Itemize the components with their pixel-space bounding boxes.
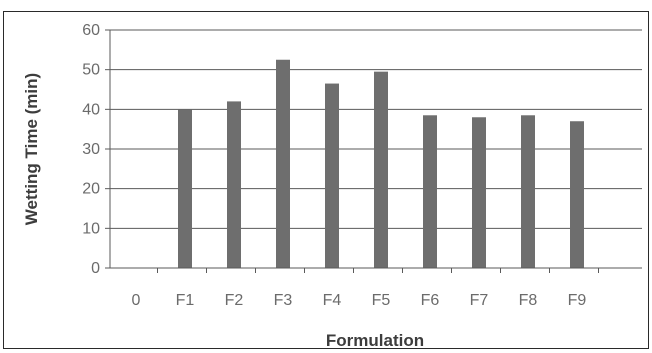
bar-F2 <box>227 101 241 269</box>
bar-F6 <box>423 115 437 269</box>
y-tick-label-20: 20 <box>82 181 100 198</box>
y-tick-label-30: 30 <box>82 141 100 158</box>
y-tick-label-0: 0 <box>91 260 100 277</box>
x-tick-label-0: 0 <box>132 292 141 309</box>
y-tick-label-50: 50 <box>82 62 100 79</box>
x-tick-label-F5: F5 <box>372 292 391 309</box>
bar-F5 <box>374 71 388 269</box>
y-tick-labels: 0 10 20 30 40 50 60 <box>82 22 100 277</box>
y-tick-label-40: 40 <box>82 101 100 118</box>
gridlines <box>110 29 642 229</box>
x-axis-title: Formulation <box>326 331 424 350</box>
bar-F7 <box>472 117 486 269</box>
bar-F8 <box>521 115 535 269</box>
bar-F3 <box>276 59 290 268</box>
x-tick-label-F6: F6 <box>421 292 440 309</box>
x-tick-label-F7: F7 <box>470 292 489 309</box>
x-tick-label-F8: F8 <box>519 292 538 309</box>
axes <box>105 29 642 273</box>
x-tick-labels: 0 F1 F2 F3 F4 F5 F6 F7 F8 F9 <box>132 292 587 309</box>
bars <box>178 59 584 269</box>
y-tick-label-10: 10 <box>82 220 100 237</box>
x-tick-label-F2: F2 <box>225 292 244 309</box>
x-tick-label-F9: F9 <box>568 292 587 309</box>
x-tick-label-F1: F1 <box>176 292 195 309</box>
bar-F1 <box>178 109 192 268</box>
x-tick-label-F4: F4 <box>323 292 342 309</box>
bar-F4 <box>325 83 339 268</box>
x-tick-label-F3: F3 <box>274 292 293 309</box>
bar-F9 <box>570 121 584 268</box>
y-axis-title: Wetting Time (min) <box>22 73 41 225</box>
y-tick-label-60: 60 <box>82 22 100 39</box>
